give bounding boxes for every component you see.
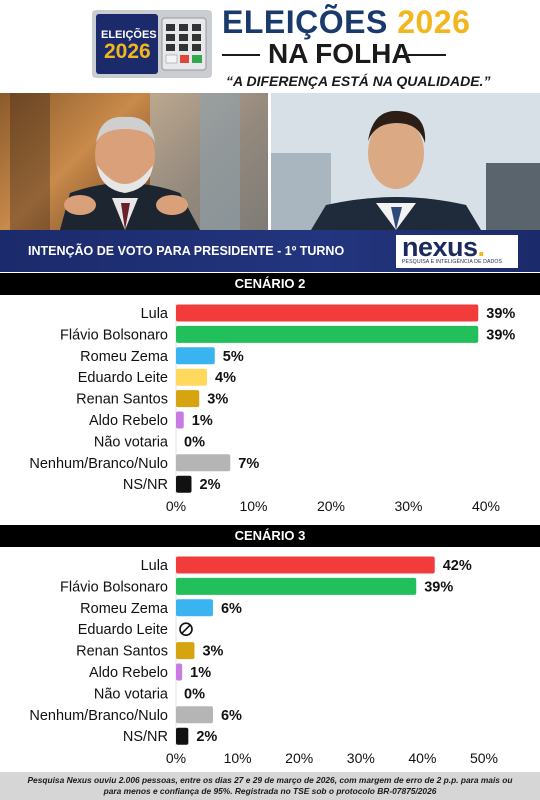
category-label: Flávio Bolsonaro (60, 579, 168, 595)
bar (176, 577, 417, 595)
photo-flavio (271, 93, 540, 230)
title-part-1: ELEIÇÕES (222, 4, 398, 40)
value-label: 0% (184, 686, 205, 702)
nexus-tagline: PESQUISA E INTELIGÊNCIA DE DADOS (402, 259, 503, 265)
value-label: 39% (424, 579, 453, 595)
scenario-2-title: CENÁRIO 2 (0, 273, 540, 295)
bar (176, 727, 189, 745)
title-rule-left (222, 54, 260, 56)
chart-title: INTENÇÃO DE VOTO PARA PRESIDENTE - 1º TU… (28, 244, 345, 258)
category-label: Nenhum/Branco/Nulo (29, 456, 168, 472)
footer-note: Pesquisa Nexus ouviu 2.006 pessoas, entr… (0, 772, 540, 800)
logo-label-2: 2026 (104, 40, 151, 63)
category-label: Romeu Zema (80, 349, 169, 365)
category-label: Não votaria (94, 686, 169, 702)
value-label: 3% (202, 644, 223, 660)
category-label: Eduardo Leite (78, 622, 168, 638)
header: ELEIÇÕES 2026 ELEIÇÕES 2026 NA FOLHA “A … (0, 0, 540, 93)
category-label: Aldo Rebelo (89, 413, 168, 429)
value-label: 3% (207, 392, 228, 408)
value-label: 5% (223, 349, 244, 365)
value-label: 7% (238, 456, 259, 472)
category-label: NS/NR (123, 729, 168, 745)
category-label: Nenhum/Branco/Nulo (29, 708, 168, 724)
value-label: 6% (221, 708, 242, 724)
x-tick-label: 40% (472, 498, 500, 514)
value-label: 2% (196, 729, 217, 745)
bar (176, 368, 207, 386)
bar (176, 663, 183, 681)
nexus-logo-box: nexus. PESQUISA E INTELIGÊNCIA DE DADOS (396, 232, 518, 268)
nexus-brand: nexus (402, 232, 478, 262)
category-label: Flávio Bolsonaro (60, 327, 168, 343)
bar (176, 475, 192, 493)
title-rule-right (408, 54, 446, 56)
category-label: Renan Santos (76, 644, 168, 660)
category-label: NS/NR (123, 477, 168, 493)
x-tick-label: 0% (166, 750, 186, 766)
title-part-2: 2026 (397, 4, 471, 40)
value-label: 2% (200, 477, 221, 493)
value-label: 1% (190, 665, 211, 681)
tagline: “A DIFERENÇA ESTÁ NA QUALIDADE.” (226, 73, 491, 89)
category-label: Renan Santos (76, 392, 168, 408)
bar (176, 642, 195, 660)
category-label: Eduardo Leite (78, 370, 168, 386)
no-candidate-icon (179, 622, 193, 636)
value-label: 4% (215, 370, 236, 386)
bar (176, 304, 479, 322)
title-banner: INTENÇÃO DE VOTO PARA PRESIDENTE - 1º TU… (0, 230, 540, 272)
bar (176, 325, 479, 343)
x-tick-label: 0% (166, 498, 186, 514)
bar (176, 454, 231, 472)
nexus-logo: nexus. (402, 232, 485, 262)
category-label: Romeu Zema (80, 601, 169, 617)
logo-label-1: ELEIÇÕES (101, 29, 157, 41)
value-label: 1% (192, 413, 213, 429)
bar (176, 347, 215, 365)
bar (176, 556, 435, 574)
x-tick-label: 30% (347, 750, 375, 766)
value-label: 6% (221, 601, 242, 617)
ballot-box-icon (92, 10, 212, 78)
person-right-illustration (271, 93, 540, 230)
scenario-3-title: CENÁRIO 3 (0, 525, 540, 547)
x-tick-label: 50% (470, 750, 498, 766)
category-label: Não votaria (94, 434, 169, 450)
x-tick-label: 10% (224, 750, 252, 766)
x-tick-label: 40% (408, 750, 436, 766)
bar (176, 411, 184, 429)
value-label: 42% (443, 558, 472, 574)
value-label: 0% (184, 434, 205, 450)
x-tick-label: 20% (317, 498, 345, 514)
scenario-3-chart: Lula 42% Flávio Bolsonaro 39% Romeu Zema 6% Ed… (29, 555, 498, 766)
scenario-2-chart: Lula 39% Flávio Bolsonaro 39% Romeu Zema 5% Ed… (29, 303, 515, 514)
category-label: Aldo Rebelo (89, 665, 168, 681)
x-tick-label: 10% (239, 498, 267, 514)
x-tick-label: 20% (285, 750, 313, 766)
election-logo: ELEIÇÕES 2026 (92, 10, 212, 78)
person-left-illustration (10, 93, 268, 230)
value-label: 39% (486, 327, 515, 343)
bar (176, 390, 200, 408)
candidate-photos (0, 93, 540, 230)
x-tick-label: 30% (394, 498, 422, 514)
bar (176, 706, 213, 724)
value-label: 39% (486, 306, 515, 322)
title-line-1: ELEIÇÕES 2026 (222, 4, 470, 41)
bar (176, 599, 213, 617)
title-line-2: NA FOLHA (268, 38, 412, 69)
category-label: Lula (141, 558, 169, 574)
photo-lula (0, 93, 268, 230)
category-label: Lula (141, 306, 169, 322)
